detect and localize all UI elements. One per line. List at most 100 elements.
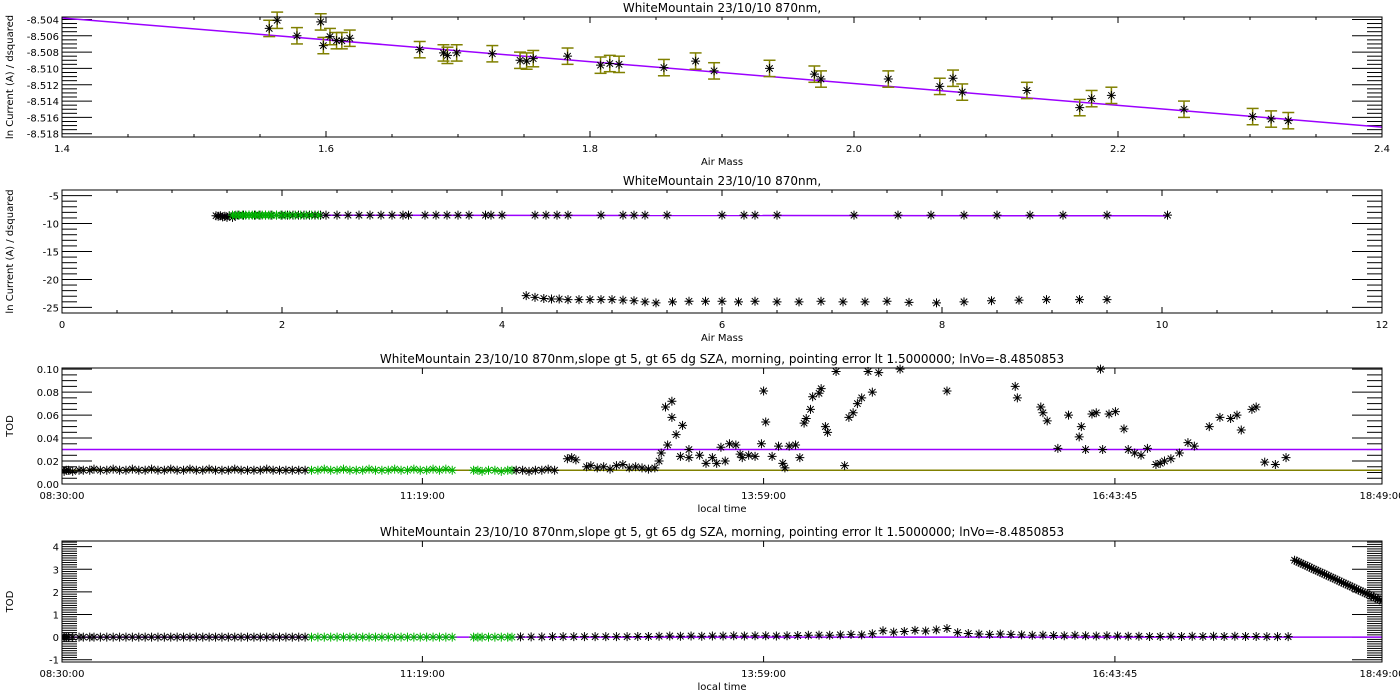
- y-tick-label: -8.510: [27, 64, 59, 75]
- data-point: [537, 632, 547, 642]
- data-point: [127, 464, 137, 474]
- data-point: [1012, 393, 1022, 403]
- data-point: [319, 632, 329, 642]
- data-point: [166, 632, 176, 642]
- data-point: [662, 210, 672, 220]
- y-axis-label: TOD: [5, 415, 16, 438]
- data-point: [656, 448, 666, 458]
- data-point: [287, 465, 297, 475]
- y-tick-label: 0.08: [37, 388, 59, 399]
- data-point: [838, 297, 848, 307]
- data-point: [1102, 631, 1112, 641]
- plot-area: [62, 364, 1382, 476]
- data-point: [300, 632, 310, 642]
- data-point: [321, 210, 331, 220]
- x-axis-label: local time: [697, 504, 746, 515]
- data-point: [434, 632, 444, 642]
- data-point: [1163, 210, 1172, 220]
- x-axis-label: local time: [697, 682, 746, 693]
- data-point: [1362, 589, 1372, 599]
- data-point: [1198, 631, 1208, 641]
- data-point: [1341, 579, 1351, 589]
- data-point: [223, 632, 233, 642]
- data-point: [1322, 570, 1332, 580]
- data-point: [490, 632, 500, 642]
- y-tick-label: -8.518: [27, 130, 59, 141]
- data-point: [860, 297, 870, 307]
- data-point: [89, 464, 99, 474]
- chart-title: WhiteMountain 23/10/10 870nm,: [623, 174, 821, 188]
- data-point: [370, 465, 380, 475]
- data-point: [1332, 575, 1342, 585]
- data-point: [204, 632, 214, 642]
- data-point: [204, 464, 214, 474]
- data-point: [678, 420, 688, 430]
- data-point: [599, 462, 609, 472]
- plot-area: [62, 555, 1382, 642]
- data-point: [716, 442, 726, 452]
- x-tick-label: 13:59:00: [741, 491, 786, 502]
- plot-area: [211, 210, 1172, 308]
- data-point: [1319, 569, 1329, 579]
- data-point: [420, 210, 430, 220]
- data-point: [1027, 630, 1037, 640]
- data-point: [497, 210, 507, 220]
- data-point: [377, 465, 387, 475]
- data-point: [823, 427, 833, 437]
- data-point: [1360, 588, 1370, 598]
- plot-frame: [61, 367, 1383, 485]
- panel-3: WhiteMountain 23/10/10 870nm,slope gt 5,…: [5, 352, 1400, 515]
- data-point: [729, 631, 739, 641]
- data-point: [611, 632, 621, 642]
- data-point: [1189, 441, 1199, 451]
- data-point: [735, 449, 745, 459]
- data-point: [624, 463, 634, 473]
- data-point: [571, 455, 581, 465]
- data-point: [778, 458, 788, 468]
- data-point: [1368, 592, 1378, 602]
- series: [62, 464, 310, 476]
- data-point: [415, 45, 425, 55]
- data-point: [795, 453, 805, 463]
- data-point: [1106, 90, 1116, 100]
- data-point: [211, 465, 221, 475]
- data-point: [899, 626, 909, 636]
- data-point: [771, 631, 781, 641]
- data-point: [198, 465, 208, 475]
- data-point: [338, 632, 348, 642]
- data-point: [518, 465, 528, 475]
- x-axis-label: Air Mass: [701, 333, 743, 344]
- data-point: [684, 445, 694, 455]
- data-point: [477, 466, 487, 476]
- data-point: [409, 632, 419, 642]
- data-point: [224, 211, 234, 221]
- data-point: [654, 456, 664, 466]
- data-point: [1058, 210, 1068, 220]
- x-tick-label: 10: [1156, 320, 1169, 331]
- data-point: [1364, 590, 1374, 600]
- data-point: [596, 295, 606, 305]
- data-point: [756, 439, 766, 449]
- data-point: [1174, 448, 1184, 458]
- data-point: [1187, 631, 1197, 641]
- data-point: [447, 632, 457, 642]
- data-point: [629, 210, 639, 220]
- data-point: [313, 465, 323, 475]
- data-point: [95, 465, 105, 475]
- data-point: [601, 632, 611, 642]
- data-point: [1155, 458, 1165, 468]
- data-point: [441, 464, 451, 474]
- data-point: [959, 210, 969, 220]
- data-point: [605, 59, 615, 69]
- data-point: [596, 60, 606, 70]
- data-point: [541, 210, 551, 220]
- data-point: [272, 15, 282, 25]
- data-point: [863, 366, 873, 376]
- data-point: [1311, 565, 1321, 575]
- data-point: [415, 465, 425, 475]
- data-point: [667, 412, 677, 422]
- data-point: [809, 69, 819, 79]
- data-point: [1155, 631, 1165, 641]
- data-point: [1248, 112, 1258, 122]
- data-point: [1204, 422, 1214, 432]
